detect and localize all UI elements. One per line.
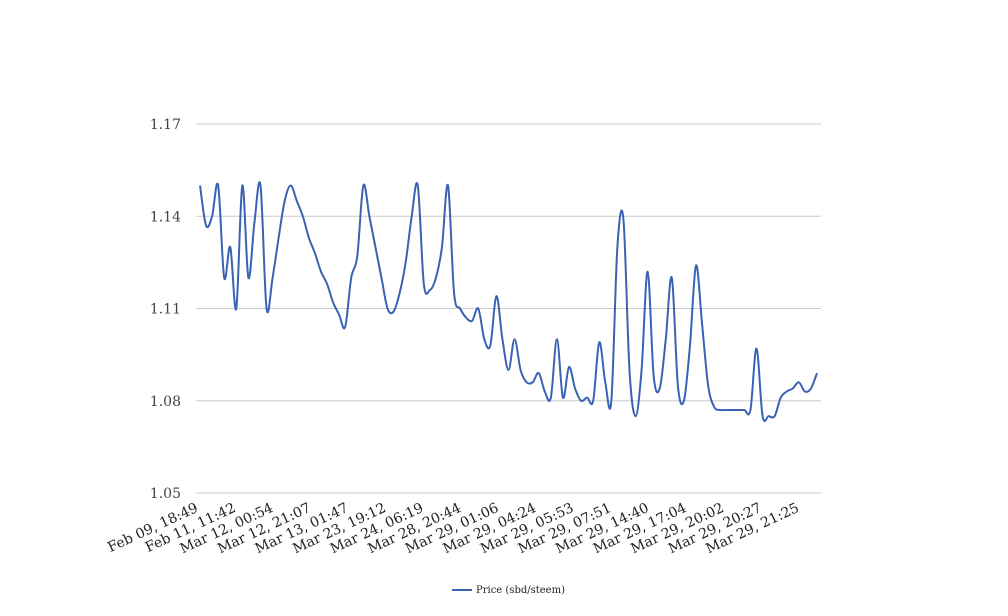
gridlines [196,123,821,494]
legend[interactable]: Price (sbd/steem) [452,585,565,596]
series-line-price[interactable] [199,181,818,423]
y-tick-label: 1.17 [150,117,181,133]
y-axis-tick-labels: 1.17 1.14 1.11 1.08 1.05 [150,117,181,502]
y-tick-label: 1.05 [150,486,181,502]
legend-label: Price (sbd/steem) [476,585,565,596]
y-tick-label: 1.14 [150,209,181,225]
y-tick-label: 1.11 [150,302,181,318]
y-tick-label: 1.08 [150,394,181,410]
series-layer [199,181,818,423]
